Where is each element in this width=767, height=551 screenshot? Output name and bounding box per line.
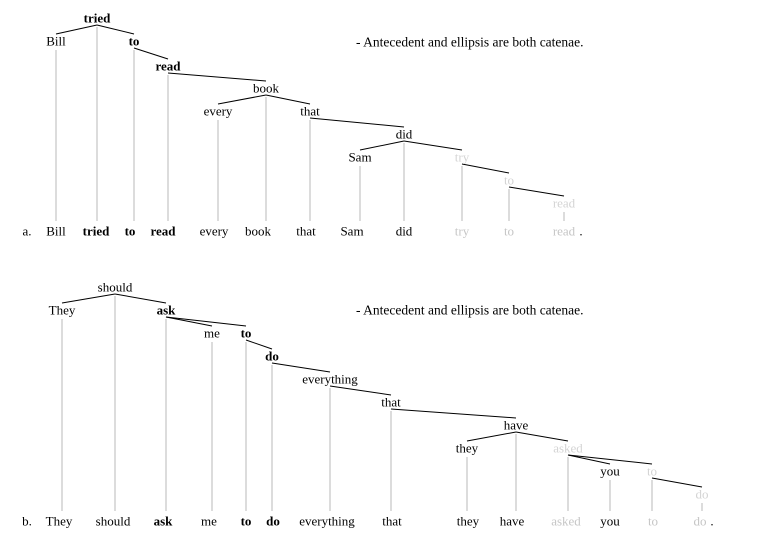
sentence-word: book xyxy=(245,223,271,239)
tree-a-label: a. xyxy=(22,223,32,239)
tree-node-word: Sam xyxy=(348,149,372,165)
tree-node-word: that xyxy=(381,394,401,410)
dependency-edge xyxy=(217,94,267,105)
dependency-edge xyxy=(133,47,169,60)
sentence-word: should xyxy=(95,513,131,529)
sentence-word: every xyxy=(199,223,229,239)
sentence-word: that xyxy=(296,223,316,239)
dependency-edge xyxy=(651,477,703,488)
tree-node-word: me xyxy=(204,325,220,341)
sentence-word: to xyxy=(503,223,515,239)
dependency-edge xyxy=(309,117,405,128)
dependency-edge xyxy=(61,293,116,304)
sentence-word: do xyxy=(266,513,280,529)
tree-node-word: every xyxy=(203,103,233,119)
sentence-word: did xyxy=(395,223,413,239)
sentence-word: you xyxy=(600,513,620,529)
tree-node-word: everything xyxy=(302,371,358,387)
tree-node-word: to xyxy=(503,172,515,188)
dependency-edge xyxy=(466,431,517,442)
tree-a-annotation: - Antecedent and ellipsis are both caten… xyxy=(356,34,584,50)
tree-node-word: read xyxy=(552,195,576,211)
sentence-word: to xyxy=(647,513,659,529)
sentence-word: asked xyxy=(551,513,581,529)
sentence-word: read xyxy=(150,223,176,239)
dependency-edge xyxy=(55,24,98,35)
tree-node-word: asked xyxy=(553,440,583,456)
dependency-edge xyxy=(114,293,167,304)
tree-node-word: ask xyxy=(156,302,176,318)
sentence-word: Sam xyxy=(340,223,364,239)
sentence-word: ask xyxy=(153,513,173,529)
tree-node-word: to xyxy=(240,325,252,341)
tree-node-word: they xyxy=(455,440,479,456)
sentence-word: They xyxy=(45,513,73,529)
tree-node-word: do xyxy=(695,486,709,502)
dependency-edge xyxy=(403,140,463,151)
dependency-edge xyxy=(508,186,565,197)
tree-node-word: you xyxy=(600,463,620,479)
sentence-word: do xyxy=(693,513,707,529)
tree-node-word: Bill xyxy=(46,33,66,49)
sentence-word: . xyxy=(579,223,583,239)
tree-node-word: read xyxy=(155,58,181,74)
sentence-word: have xyxy=(499,513,525,529)
tree-node-word: that xyxy=(300,103,320,119)
tree-node-word: They xyxy=(48,302,76,318)
dependency-edge xyxy=(359,140,405,151)
tree-node-word: tried xyxy=(83,10,111,26)
dependency-edge xyxy=(245,339,273,350)
tree-b-annotation: - Antecedent and ellipsis are both caten… xyxy=(356,302,584,318)
tree-node-word: try xyxy=(454,149,470,165)
tree-node-word: book xyxy=(253,80,279,96)
sentence-word: Bill xyxy=(46,223,66,239)
tree-node-word: do xyxy=(265,348,279,364)
dependency-edge xyxy=(271,362,331,373)
dependency-edge xyxy=(167,72,267,82)
tree-b-label: b. xyxy=(22,513,32,529)
sentence-word: . xyxy=(710,513,714,529)
tree-node-word: should xyxy=(97,279,133,295)
dependency-edge xyxy=(165,316,247,327)
tree-node-word: did xyxy=(395,126,413,142)
sentence-word: to xyxy=(240,513,252,529)
sentence-word: me xyxy=(201,513,217,529)
tree-node-word: to xyxy=(128,33,140,49)
sentence-word: everything xyxy=(299,513,355,529)
dependency-edge xyxy=(461,163,510,174)
dependency-edge xyxy=(96,24,135,35)
sentence-word: that xyxy=(382,513,402,529)
dependency-edge xyxy=(567,454,611,465)
sentence-word: they xyxy=(456,513,480,529)
dependency-edge xyxy=(390,408,517,419)
dependency-edge xyxy=(265,94,311,105)
tree-node-word: have xyxy=(503,417,529,433)
sentence-word: try xyxy=(454,223,470,239)
dependency-edge xyxy=(515,431,569,442)
sentence-word: to xyxy=(124,223,136,239)
tree-node-word: to xyxy=(646,463,658,479)
dependency-edge xyxy=(329,385,392,396)
dependency-edge xyxy=(567,454,653,465)
dependency-edge xyxy=(165,316,213,327)
sentence-word: read xyxy=(552,223,576,239)
sentence-word: tried xyxy=(82,223,110,239)
